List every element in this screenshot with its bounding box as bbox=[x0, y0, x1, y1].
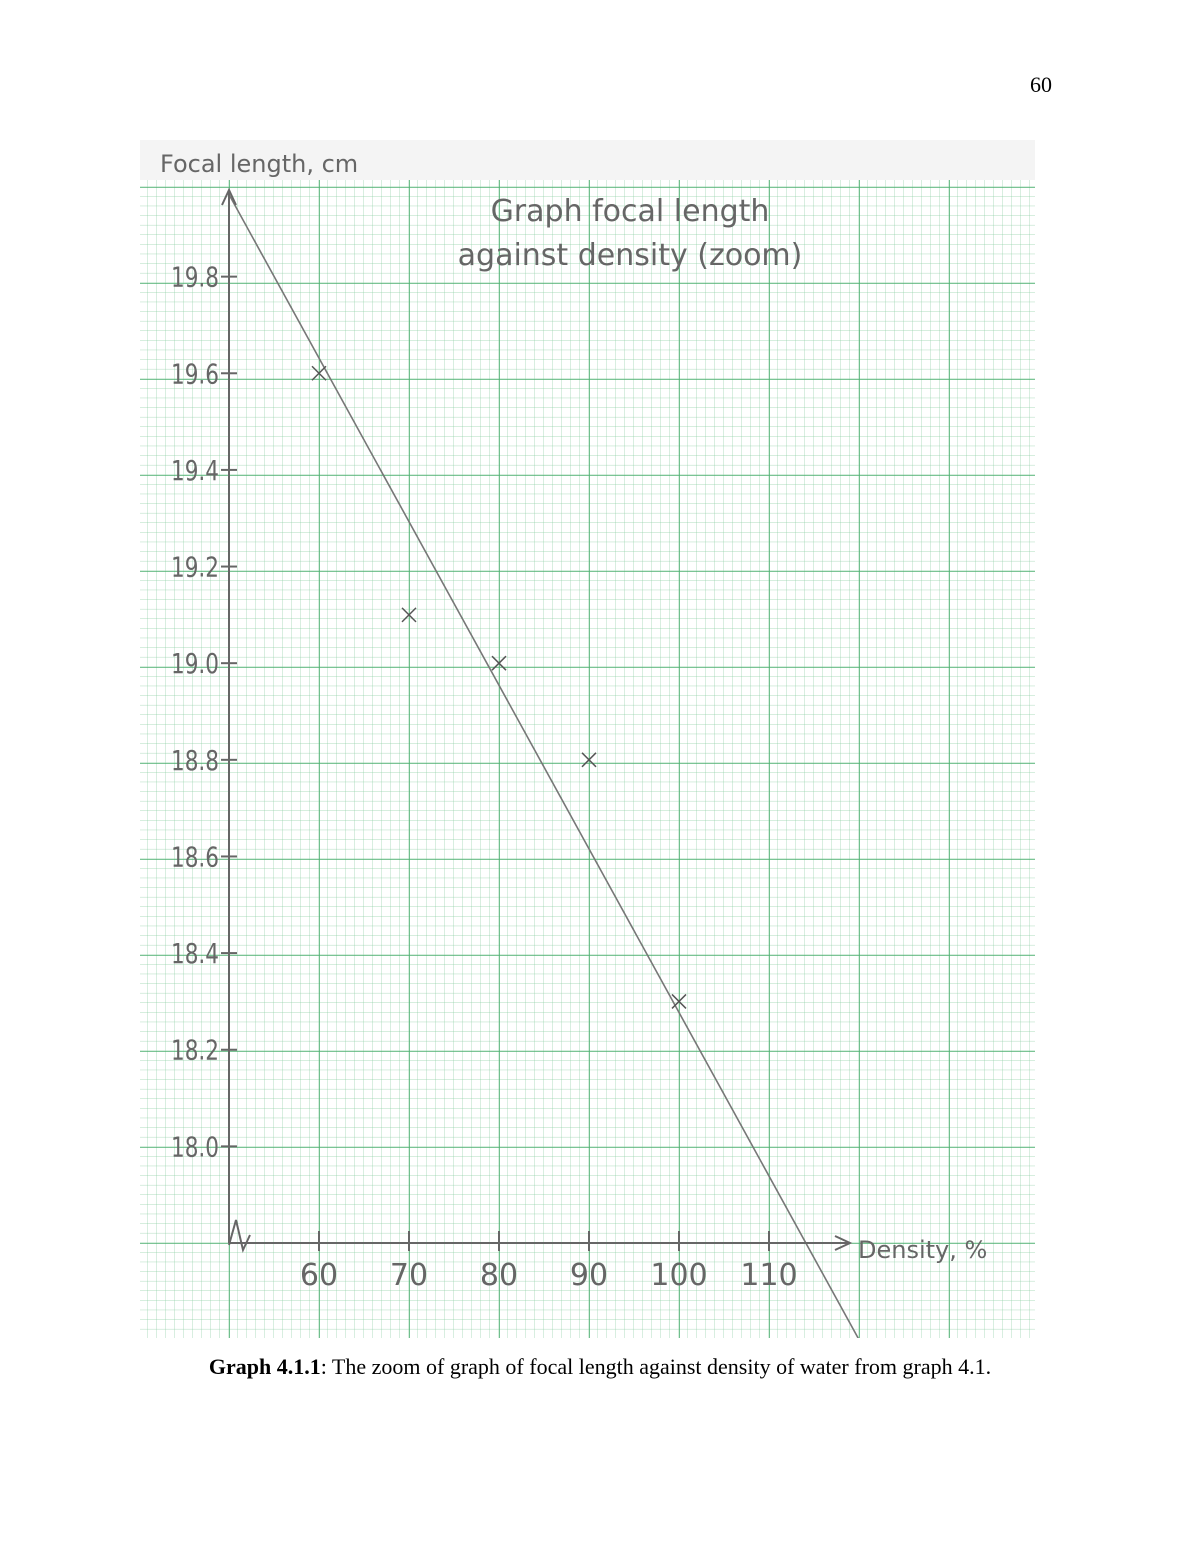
x-tick-label: 80 bbox=[480, 1258, 518, 1293]
x-tick-label: 90 bbox=[570, 1258, 608, 1293]
y-axis-label: Focal length, cm bbox=[160, 150, 358, 178]
x-tick-label: 100 bbox=[650, 1258, 707, 1293]
x-axis-label: Density, % bbox=[858, 1236, 987, 1264]
caption-text: : The zoom of graph of focal length agai… bbox=[320, 1354, 992, 1379]
page-number: 60 bbox=[1030, 72, 1052, 97]
y-tick-label: 18.0 bbox=[171, 1130, 219, 1163]
x-tick-label: 60 bbox=[300, 1258, 338, 1293]
y-tick-label: 18.4 bbox=[171, 937, 219, 970]
axis-break bbox=[228, 1219, 251, 1254]
y-tick-label: 19.4 bbox=[171, 454, 219, 487]
y-tick-label: 18.8 bbox=[171, 744, 219, 777]
data-point bbox=[401, 607, 417, 623]
y-tick-label: 19.2 bbox=[171, 551, 219, 584]
y-tick-label: 19.0 bbox=[171, 647, 219, 680]
y-tick-label: 19.6 bbox=[171, 357, 219, 390]
data-point bbox=[581, 752, 597, 768]
chart-title: Graph focal length against density (zoom… bbox=[457, 194, 803, 273]
x-tick-label: 70 bbox=[390, 1258, 428, 1293]
fit-line bbox=[228, 194, 860, 1338]
y-tick-label: 18.2 bbox=[171, 1034, 219, 1067]
y-tick-label: 19.8 bbox=[171, 261, 219, 294]
caption-label: Graph 4.1.1 bbox=[208, 1354, 321, 1379]
data-point bbox=[671, 993, 687, 1009]
y-tick-label: 18.6 bbox=[171, 840, 219, 873]
caption: Graph 4.1.1: The zoom of graph of focal … bbox=[0, 1354, 1200, 1380]
axes bbox=[221, 187, 853, 1251]
x-tick-label: 110 bbox=[740, 1258, 797, 1293]
data-point bbox=[491, 655, 507, 671]
plot bbox=[228, 194, 860, 1338]
data-point bbox=[311, 365, 327, 381]
